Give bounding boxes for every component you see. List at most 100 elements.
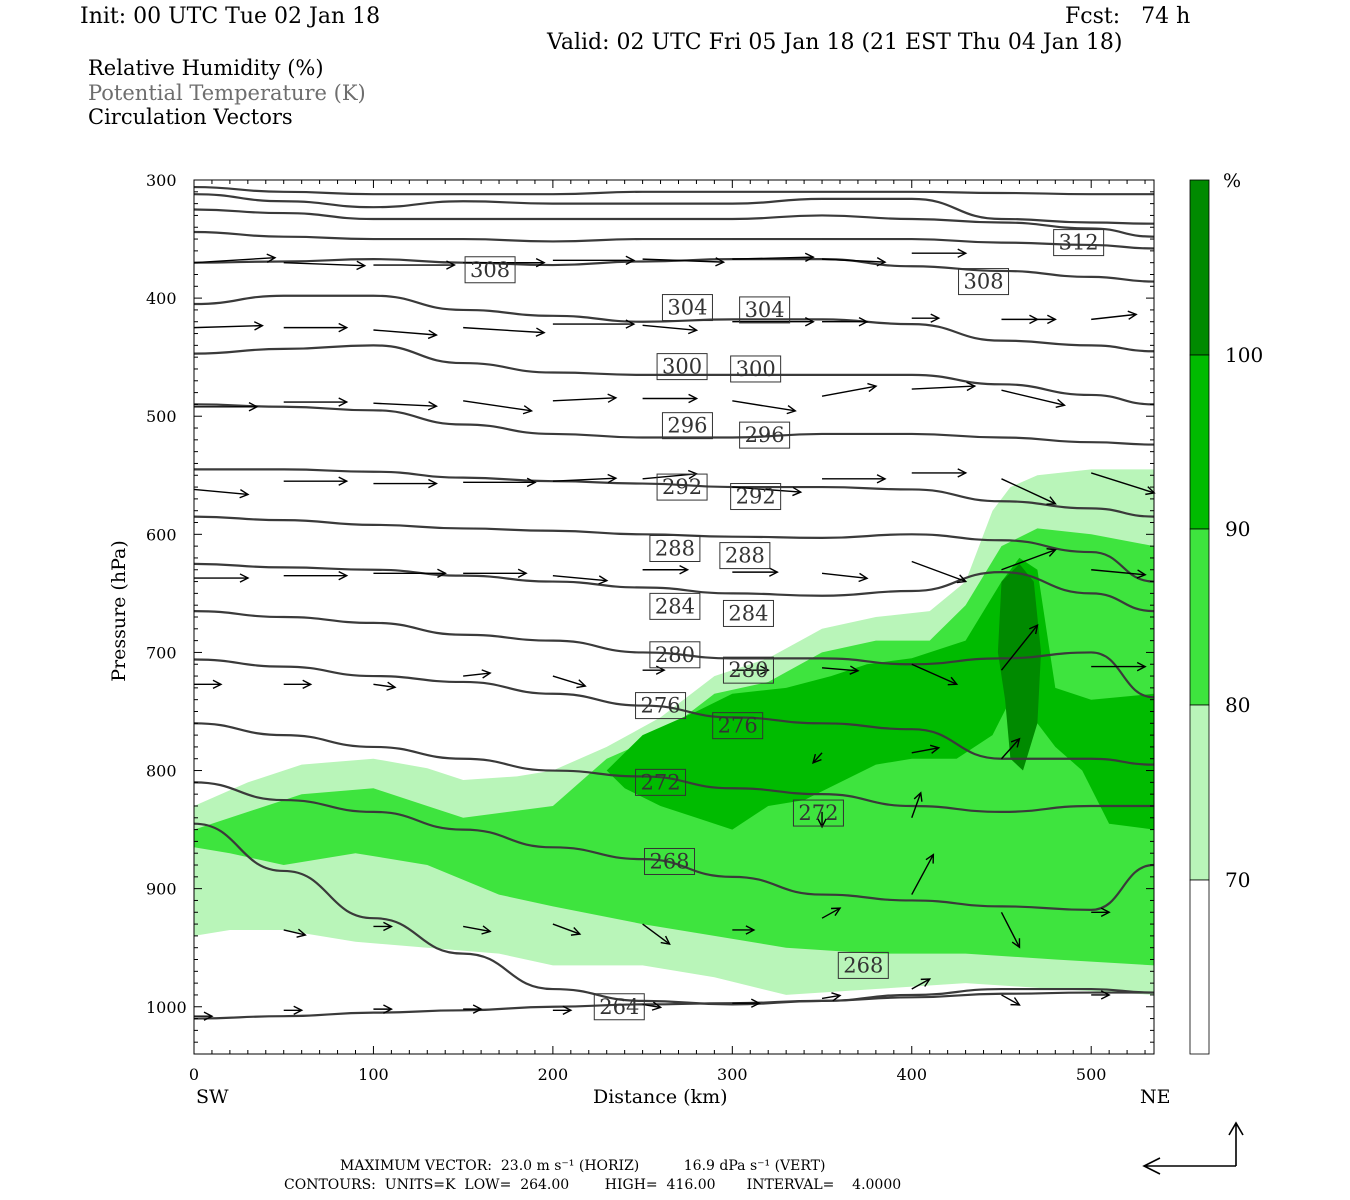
contour-label-11: 288: [655, 536, 695, 560]
contour-label-17: 276: [640, 694, 680, 718]
contour-label-13: 284: [655, 594, 695, 618]
colorbar-label-70: 70: [1225, 868, 1250, 892]
circulation-vector-70: [817, 811, 827, 829]
y-tick-label-300: 300: [146, 171, 177, 190]
contour-label-2: 308: [963, 270, 1003, 294]
circulation-vector-59: [732, 665, 770, 675]
contour-note: CONTOURS: UNITS=K LOW= 264.00 HIGH= 416.…: [284, 1177, 902, 1193]
circulation-vector-83: [283, 1005, 304, 1016]
contour-label-6: 300: [736, 357, 776, 381]
theta-contour-0: [193, 185, 1154, 196]
legend-vectors: Circulation Vectors: [88, 105, 293, 129]
circulation-vector-51: [1001, 548, 1057, 571]
circulation-vector-45: [463, 568, 528, 579]
circulation-vector-7: [822, 257, 887, 267]
theta-contour-11: [193, 609, 1155, 699]
circulation-vector-15: [732, 317, 815, 327]
contour-label-box-22: [837, 951, 889, 979]
circulation-vector-78: [821, 907, 842, 919]
circulation-vector-81: [1091, 990, 1111, 1000]
theta-contour-14: [193, 781, 1155, 912]
circulation-vector-44: [373, 568, 447, 579]
circulation-vector-9: [193, 321, 264, 331]
contour-label-box-21: [644, 847, 696, 875]
circulation-vector-32: [283, 476, 349, 486]
x-end-right: NE: [1140, 1086, 1171, 1108]
circulation-vector-64: [1000, 737, 1021, 760]
circulation-vector-17: [911, 313, 941, 323]
contour-label-10: 292: [736, 485, 776, 509]
circulation-vector-55: [373, 681, 397, 691]
contour-label-3: 304: [667, 296, 707, 320]
circulation-vector-75: [373, 921, 393, 932]
theta-contour-6: [193, 344, 1155, 406]
x-axis-title: Distance (km): [593, 1086, 728, 1108]
circulation-vector-53: [194, 679, 223, 690]
circulation-vector-77: [732, 925, 756, 935]
circulation-vector-69: [1091, 907, 1111, 917]
theta-contour-7: [193, 403, 1155, 446]
circulation-vector-25: [552, 393, 618, 403]
circulation-vector-63: [1091, 661, 1147, 672]
y-tick-label-700: 700: [146, 643, 177, 662]
max-vector-note: MAXIMUM VECTOR: 23.0 m s⁻¹ (HORIZ) 16.9 …: [340, 1158, 826, 1174]
circulation-vector-42: [194, 573, 250, 583]
contour-label-box-11: [649, 534, 701, 562]
theta-contour-8: [194, 468, 1155, 518]
contour-label-box-8: [739, 421, 791, 449]
y-tick-label-800: 800: [146, 762, 177, 781]
colorbar-segment-3: [1189, 704, 1210, 881]
contour-label-box-14: [722, 599, 774, 627]
contour-label-12: 288: [725, 544, 765, 568]
rh-region-100-3: [997, 563, 1041, 771]
contour-label-21: 268: [649, 849, 689, 873]
y-tick-label-400: 400: [146, 289, 177, 308]
contour-label-box-4: [739, 296, 791, 324]
circulation-vector-14: [642, 324, 699, 335]
circulation-vector-8: [911, 248, 968, 258]
circulation-vector-43: [283, 570, 349, 581]
contour-label-15: 280: [655, 643, 695, 667]
circulation-vector-3: [463, 257, 546, 268]
circulation-vector-66: [911, 791, 923, 819]
circulation-vector-65: [911, 744, 941, 754]
contour-label-box-2: [958, 268, 1010, 296]
theta-contour-13: [193, 722, 1154, 813]
circulation-vector-22: [283, 397, 349, 407]
theta-contour-3: [193, 230, 1155, 250]
contour-label-box-6: [730, 355, 782, 383]
contour-label-0: 312: [1059, 231, 1099, 255]
contour-label-box-23: [593, 993, 645, 1021]
contour-label-box-1: [464, 256, 516, 284]
contour-label-box-5: [656, 353, 708, 381]
x-tick-label-500: 500: [1076, 1065, 1107, 1084]
circulation-vector-76: [283, 928, 307, 938]
circulation-vector-80: [1001, 994, 1021, 1006]
circulation-vector-87: [642, 1001, 663, 1011]
colorbar-segment-1: [1189, 354, 1210, 530]
colorbar-segment-2: [1189, 528, 1210, 706]
circulation-vector-33: [373, 478, 438, 489]
contour-label-4: 304: [745, 298, 785, 322]
circulation-vector-62: [1000, 623, 1039, 671]
circulation-vector-26: [642, 393, 699, 404]
contour-label-9: 292: [662, 475, 702, 499]
circulation-vector-57: [552, 675, 587, 689]
x-tick-label-0: 0: [189, 1065, 199, 1084]
circulation-vector-27: [732, 400, 797, 415]
circulation-vector-88: [732, 998, 761, 1008]
circulation-vector-40: [1001, 478, 1057, 505]
circulation-vector-23: [373, 401, 438, 411]
x-tick-label-200: 200: [538, 1065, 569, 1084]
circulation-vector-29: [911, 381, 977, 392]
contour-label-1: 308: [470, 258, 510, 282]
contour-label-box-3: [661, 294, 713, 322]
valid-time: Valid: 02 UTC Fri 05 Jan 18 (21 EST Thu …: [547, 30, 1123, 55]
circulation-vector-0: [193, 253, 277, 264]
y-tick-label-900: 900: [146, 880, 177, 899]
circulation-vector-79: [911, 978, 932, 990]
circulation-vector-48: [732, 567, 779, 577]
contour-label-box-12: [719, 542, 771, 570]
circulation-vector-16: [822, 317, 869, 327]
